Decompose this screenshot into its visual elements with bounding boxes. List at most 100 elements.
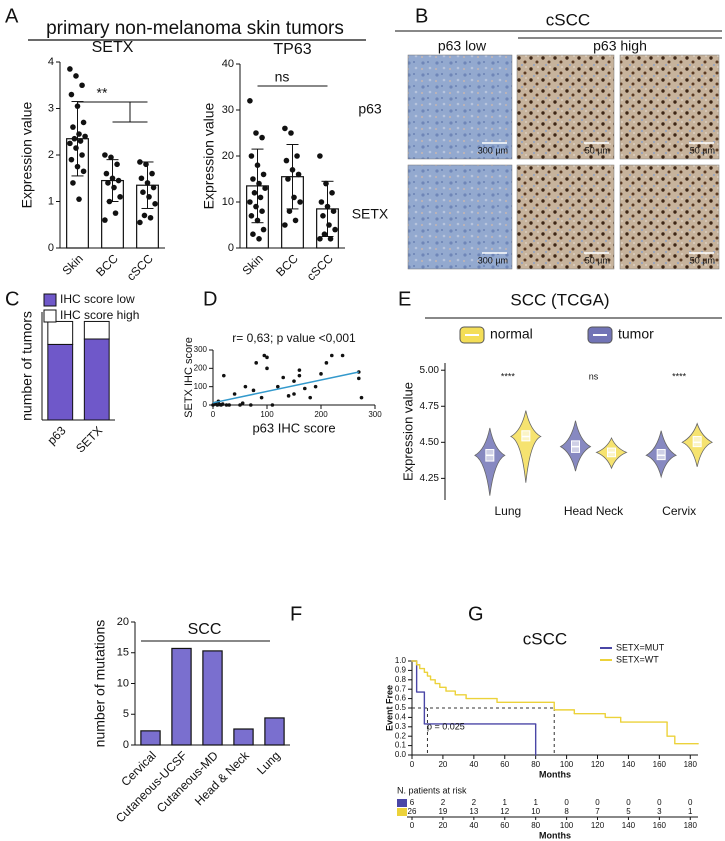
y-tick-label: 1: [48, 195, 54, 207]
risk-count: 0: [564, 798, 569, 807]
micrograph: [516, 164, 615, 270]
data-point: [303, 386, 307, 391]
data-point: [149, 170, 155, 177]
micrograph: [407, 54, 513, 160]
risk-row-swatch: [397, 799, 407, 807]
ihc-title: cSCC: [546, 10, 590, 29]
risk-count: 13: [469, 807, 478, 816]
data-point: [67, 66, 73, 72]
y-tick-label: 0.9: [395, 666, 407, 675]
data-point: [68, 91, 75, 98]
x-tick-label: cSCC: [124, 251, 156, 283]
data-point: [232, 392, 237, 396]
y-tick-label: 10: [117, 677, 129, 689]
y-tick-label: 5.00: [420, 365, 440, 376]
data-point: [282, 222, 288, 228]
risk-count: 5: [626, 807, 631, 816]
data-point: [317, 153, 323, 159]
y-tick-label: 10: [222, 196, 234, 208]
data-point: [250, 176, 256, 182]
data-point: [330, 353, 334, 358]
risk-count: 0: [595, 798, 600, 807]
legend-label: tumor: [618, 326, 654, 342]
x-axis-label: p63 IHC score: [252, 420, 335, 435]
y-tick-label: 300: [194, 345, 208, 354]
scale-bar-label: 50 µm: [585, 255, 610, 265]
x-tick-label: p63: [45, 423, 69, 447]
column-header: p63 low: [438, 38, 487, 54]
data-point: [103, 170, 110, 177]
data-point: [102, 217, 108, 223]
y-tick-label: 2: [48, 149, 54, 161]
y-tick-label: 5: [123, 708, 129, 720]
bar: [202, 650, 223, 746]
risk-count: 3: [657, 807, 662, 816]
data-point: [137, 219, 143, 226]
legend-label: normal: [490, 326, 533, 342]
data-point: [77, 138, 84, 144]
data-point: [105, 180, 111, 186]
x-tick-label: 300: [368, 410, 382, 419]
data-point: [327, 236, 334, 242]
data-point: [71, 135, 78, 142]
data-point: [313, 384, 318, 389]
data-point: [324, 203, 331, 210]
data-point: [68, 156, 75, 163]
micrograph: [407, 164, 513, 270]
scale-bar-label: 50 µm: [585, 145, 610, 155]
data-point: [227, 403, 231, 407]
risk-table-title: N. patients at risk: [397, 785, 467, 795]
data-point: [76, 196, 82, 202]
data-point: [108, 154, 114, 161]
data-point: [357, 376, 361, 381]
data-point: [220, 402, 225, 406]
scale-bar-label: 50 µm: [690, 145, 715, 155]
risk-count: 0: [626, 798, 631, 807]
bar-segment: [83, 320, 110, 340]
panel-label: A: [5, 5, 19, 27]
data-point: [70, 124, 76, 130]
bar: [171, 647, 192, 746]
x-tick-label: 200: [314, 410, 328, 419]
x-tick-label: 100: [560, 821, 574, 830]
data-point: [324, 361, 329, 365]
bar: [140, 730, 161, 746]
data-point: [291, 194, 297, 201]
legend-label: IHC score low: [60, 292, 135, 306]
data-point: [137, 159, 143, 165]
data-point: [281, 375, 286, 380]
significance-label: ****: [672, 371, 687, 381]
row-header: SETX: [352, 206, 389, 222]
micrograph: [619, 54, 720, 160]
data-point: [150, 184, 157, 191]
x-tick-label: SETX: [73, 423, 105, 455]
x-tick-label: 140: [622, 821, 636, 830]
data-point: [276, 384, 280, 389]
data-point: [297, 373, 302, 378]
y-tick-label: 0.5: [395, 703, 407, 712]
data-point: [292, 379, 296, 383]
risk-count: 10: [531, 807, 540, 816]
data-point: [286, 394, 291, 398]
data-point: [319, 372, 323, 376]
data-point: [326, 222, 332, 228]
y-tick-label: 200: [194, 363, 208, 372]
data-point: [259, 134, 265, 141]
data-point: [248, 213, 255, 219]
data-point: [321, 231, 328, 237]
risk-count: 2: [472, 798, 477, 807]
risk-count: 7: [595, 807, 600, 816]
y-tick-label: 0.0: [395, 750, 407, 759]
data-point: [138, 175, 145, 182]
chart-title: SCC (TCGA): [510, 290, 609, 309]
chart-title: cSCC: [523, 629, 567, 648]
x-tick-label: 120: [591, 760, 605, 769]
bar-segment: [83, 338, 110, 421]
data-point: [297, 368, 302, 372]
x-axis-label: Months: [539, 830, 571, 840]
significance-label: ns: [589, 371, 599, 381]
y-tick-label: 4: [48, 56, 54, 68]
x-tick-label: Head Neck: [564, 504, 624, 518]
data-point: [240, 401, 245, 405]
y-tick-label: 4.75: [420, 401, 440, 412]
